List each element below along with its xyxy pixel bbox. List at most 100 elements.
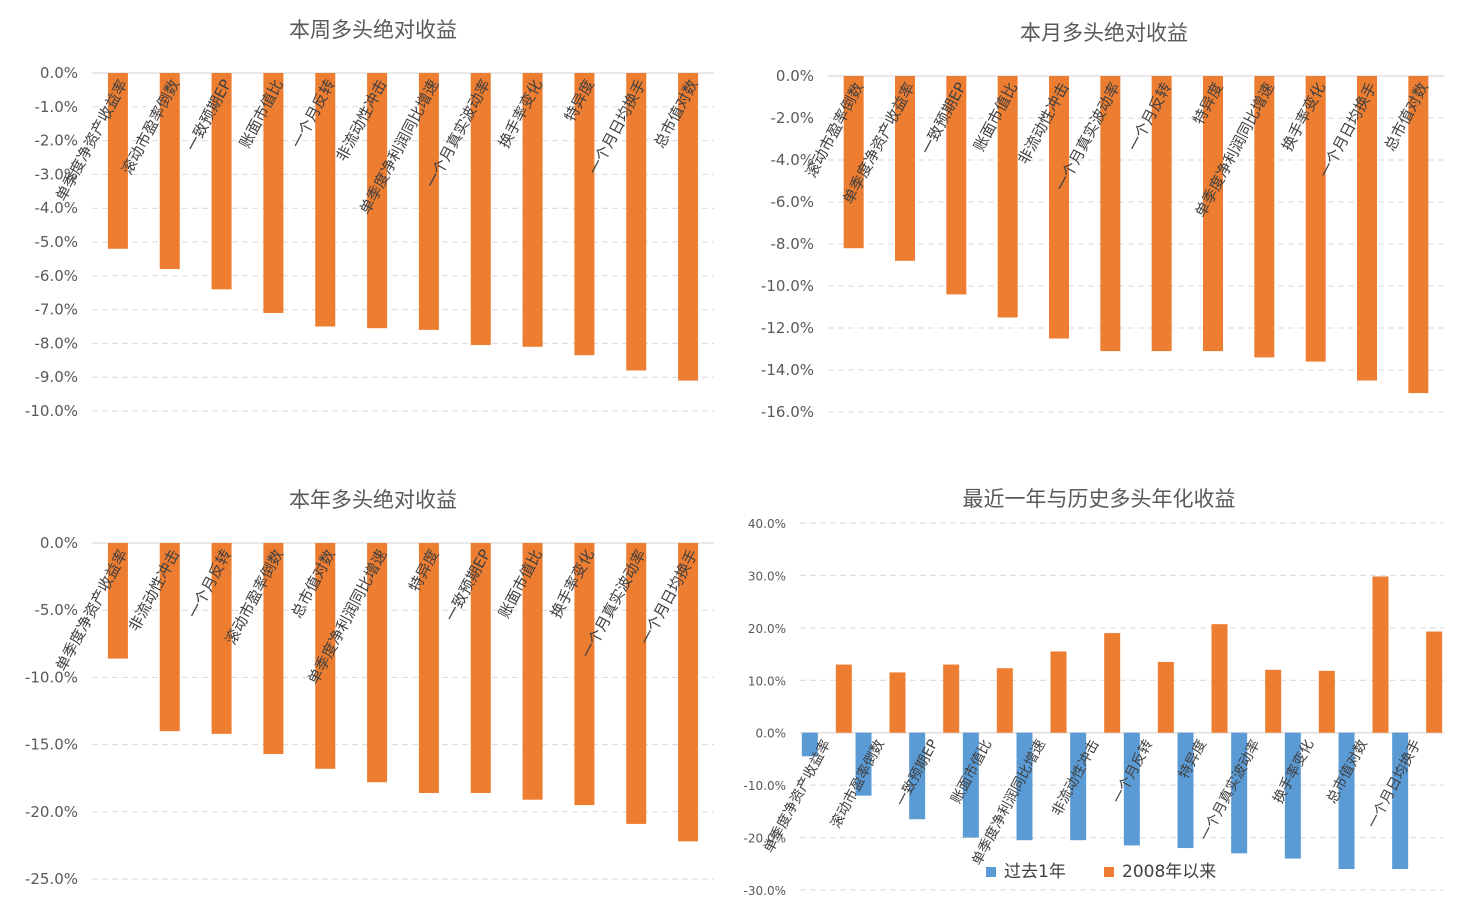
bar-recent-4 [962,732,979,838]
y-tick-label: 10.0% [748,674,786,688]
y-tick-label: 0.0% [776,67,814,85]
y-tick-label: 30.0% [748,569,786,583]
legend-swatch [1104,867,1114,877]
y-tick-label: -4.0% [770,151,814,169]
bar-9 [1254,76,1275,358]
bar-8 [1203,76,1223,352]
y-tick-label: -3.0% [34,165,78,183]
y-tick-label: -10.0% [744,779,786,793]
y-tick-label: -6.0% [770,193,814,211]
y-tick-label: -12.0% [761,319,814,337]
bar-recent-1 [801,732,818,757]
bar-12 [678,73,699,381]
chart-yearly-svg: 本年多头绝对收益 0.0% -5.0% -10.0% -15.0% -20.0% -25.0… [25,488,714,888]
bar-3 [946,76,967,295]
bar-history-12 [1426,631,1443,733]
bar-4 [263,73,284,313]
y-tick-label: -30.0% [744,884,786,898]
y-tick-label: -9.0% [34,368,78,386]
legend-swatch [986,867,996,877]
bar-6 [367,73,388,329]
chart-weekly-svg: 本周多头绝对收益 0.0% -1.0% -2.0% -3.0% -4.0% -5.0% -6.… [25,18,714,420]
chart-monthly-svg: 本月多头绝对收益 0.0% -2.0% -4.0% -6.0% -8.0% -10.0% -1… [761,21,1444,421]
bar-6 [367,543,388,783]
bar-history-8 [1211,624,1228,733]
chart-monthly-long-return: 本月多头绝对收益 0.0% -2.0% -4.0% -6.0% -8.0% -10.0% -1… [732,0,1464,453]
bar-recent-12 [1392,732,1409,870]
bar-11 [626,73,647,371]
y-tick-label: -2.0% [34,132,78,150]
bar-history-1 [835,664,852,733]
legend-label: 2008年以来 [1122,862,1216,882]
bar-11 [1357,76,1377,381]
bar-11 [626,543,647,824]
chart-annualized-svg: 最近一年与历史多头年化收益 40.0% 30.0% 20.0% 10.0% 0.0% -10… [744,487,1444,898]
bar-7 [418,73,439,330]
bar-recent-11 [1338,732,1355,870]
bar-3 [211,543,232,734]
bar-2 [159,73,180,270]
bar-7 [1151,76,1172,352]
legend-label: 过去1年 [1004,862,1066,882]
y-tick-label: -10.0% [761,277,814,295]
y-tick-label: -10.0% [25,668,78,686]
y-tick-label: -8.0% [34,334,78,352]
y-tick-label: -2.0% [770,109,814,127]
bar-8 [470,543,491,793]
bar-1 [843,76,864,249]
y-tick-label: -7.0% [34,301,78,319]
bar-4 [263,543,284,755]
y-tick-label: 0.0% [40,64,78,82]
chart-title: 最近一年与历史多头年化收益 [963,487,1236,511]
bar-7 [418,543,439,793]
y-tick-label: -5.0% [34,233,78,251]
y-tick-label: -25.0% [25,870,78,888]
bar-recent-7 [1123,732,1140,846]
bar-5 [315,73,336,327]
bar-8 [470,73,491,346]
category-label: 一个月真实波动率 [1196,737,1264,844]
bar-4 [997,76,1018,318]
bar-recent-2 [855,732,872,796]
y-tick-label: -4.0% [34,199,78,217]
bar-1 [107,543,128,659]
bar-history-2 [889,672,906,733]
y-tick-label: -5.0% [34,601,78,619]
chart-title: 本月多头绝对收益 [1020,21,1188,45]
bar-5 [315,543,336,769]
y-tick-label: -1.0% [34,98,78,116]
chart-yearly-long-return: 本年多头绝对收益 0.0% -5.0% -10.0% -15.0% -20.0% -25.0… [0,453,732,906]
bar-history-4 [996,668,1013,733]
bar-6 [1100,76,1121,352]
y-tick-label: 40.0% [748,517,786,531]
y-tick-label: -8.0% [770,235,814,253]
bar-recent-6 [1070,732,1087,841]
bar-history-3 [943,664,960,733]
y-tick-label: -20.0% [744,832,786,846]
bar-recent-10 [1284,732,1301,859]
bar-history-5 [1050,651,1067,733]
bar-recent-5 [1016,732,1033,841]
bar-1 [107,73,128,249]
bar-recent-3 [909,732,926,820]
chart-title: 本周多头绝对收益 [289,18,457,42]
bar-5 [1049,76,1069,339]
bar-history-10 [1318,670,1335,733]
bar-2 [159,543,180,732]
bar-9 [522,543,543,800]
y-tick-label: 20.0% [748,622,786,636]
y-tick-label: -6.0% [34,267,78,285]
chart-annualized-return-compare: 最近一年与历史多头年化收益 40.0% 30.0% 20.0% 10.0% 0.0% -10… [732,453,1464,906]
bar-10 [574,543,595,806]
chart-title: 本年多头绝对收益 [289,488,457,512]
y-tick-label: 0.0% [40,534,78,552]
chart-weekly-long-return: 本周多头绝对收益 0.0% -1.0% -2.0% -3.0% -4.0% -5.0% -6.… [0,0,732,453]
y-tick-label: 0.0% [756,727,787,741]
bar-10 [574,73,595,356]
y-tick-label: -15.0% [25,736,78,754]
bar-history-9 [1265,669,1282,733]
bar-history-7 [1157,661,1174,733]
y-tick-label: -10.0% [25,402,78,420]
y-tick-label: -14.0% [761,361,814,379]
bar-10 [1305,76,1326,362]
